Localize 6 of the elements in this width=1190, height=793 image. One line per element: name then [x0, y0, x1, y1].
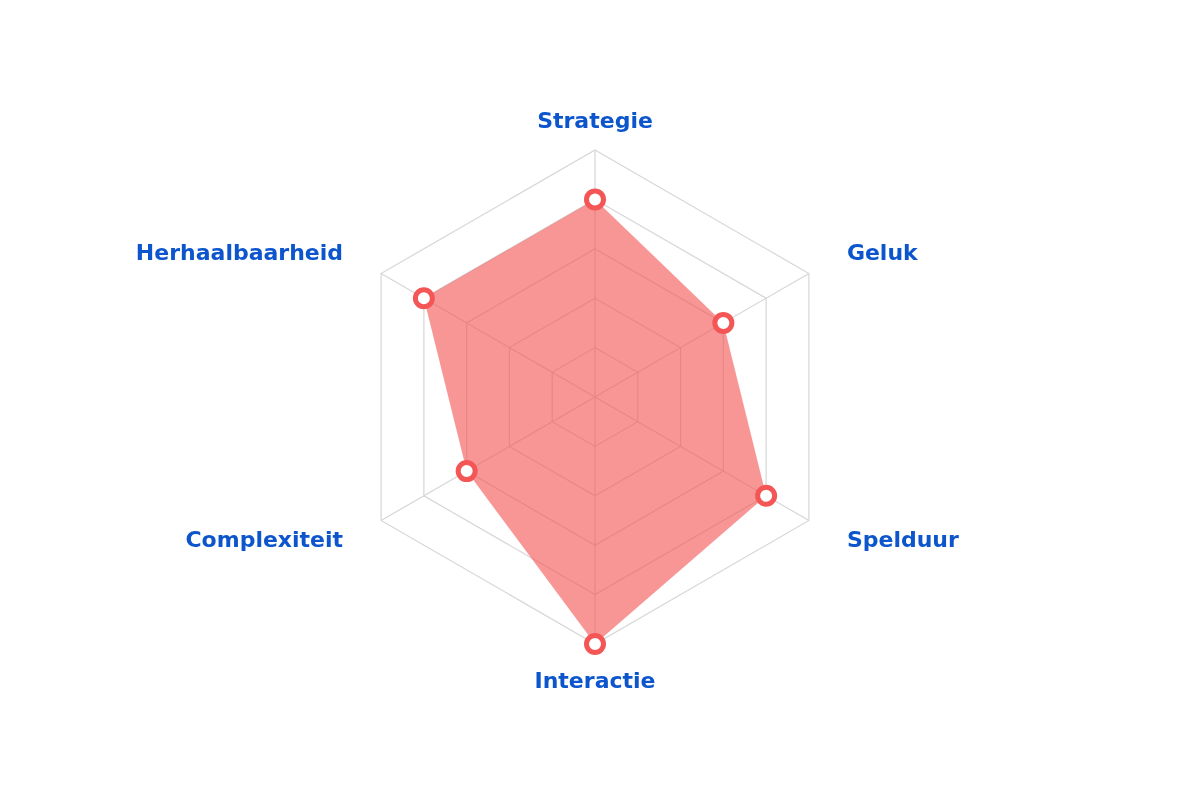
spoke-label: Interactie: [534, 668, 656, 693]
spoke-label: Strategie: [537, 108, 653, 133]
spoke-label: Spelduur: [846, 526, 960, 552]
spoke-label: Geluk: [846, 239, 920, 265]
spoke-label: Herhaalbaarheid: [135, 239, 344, 265]
spoke-label: Complexiteit: [185, 526, 344, 552]
